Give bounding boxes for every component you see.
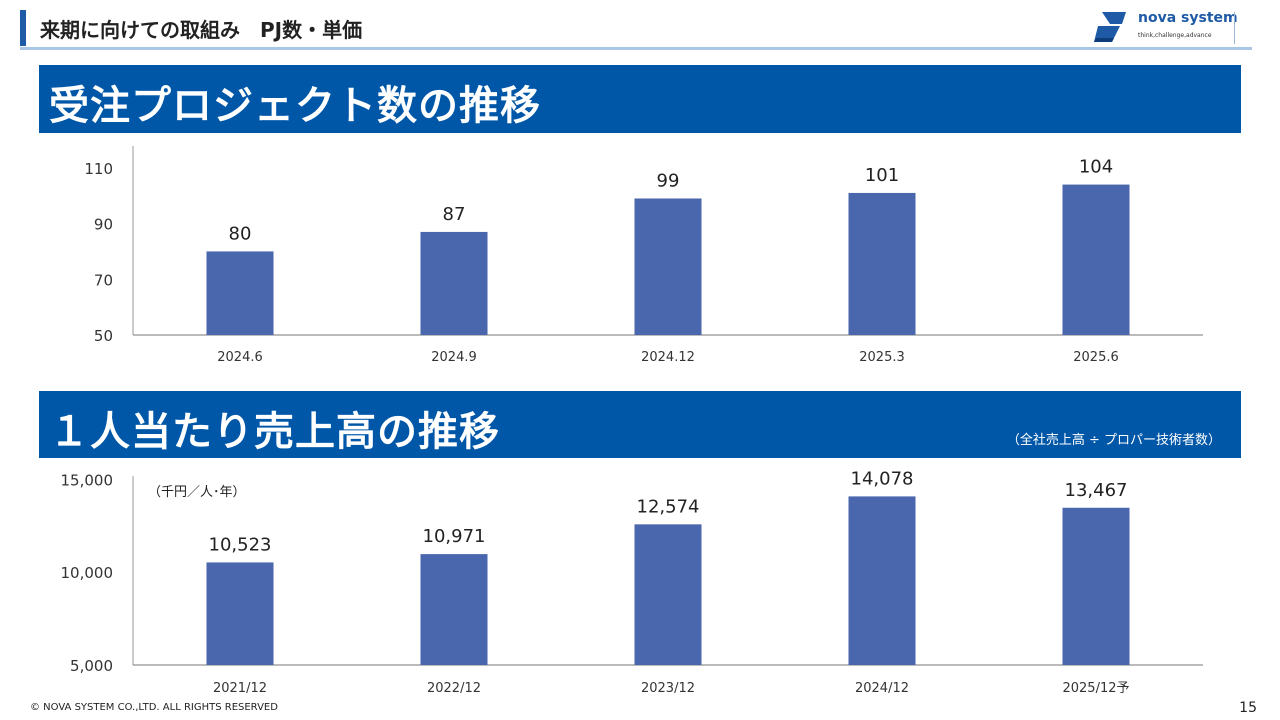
y-tick-label: 50 <box>94 327 113 345</box>
section-title-sales-per-person: １人当たり売上高の推移 <box>49 409 500 455</box>
header-divider <box>20 47 1252 50</box>
category-label: 2021/12 <box>213 681 267 696</box>
unit-label: （千円／人･年） <box>148 485 246 500</box>
page-title: 来期に向けての取組み PJ数・単価 <box>40 18 363 42</box>
y-tick-label: 10,000 <box>61 564 114 582</box>
data-label: 87 <box>443 204 466 225</box>
data-label: 12,574 <box>637 496 700 517</box>
bar <box>848 192 916 335</box>
company-logo: nova system think,challenge,advance <box>1092 8 1252 48</box>
category-label: 2025/12予 <box>1062 681 1129 696</box>
data-label: 10,523 <box>209 534 272 555</box>
y-tick-label: 15,000 <box>61 471 114 489</box>
y-tick-label: 70 <box>94 271 113 289</box>
bar <box>1062 507 1130 665</box>
section-banner-sales-per-person: １人当たり売上高の推移 （全社売上高 ÷ プロパー技術者数） <box>39 391 1241 458</box>
logo-mark-icon <box>1094 12 1126 42</box>
page-number: 15 <box>1239 700 1257 716</box>
logo-divider <box>1234 12 1235 44</box>
data-label: 14,078 <box>851 470 914 489</box>
category-label: 2022/12 <box>427 681 481 696</box>
y-tick-label: 90 <box>94 216 113 234</box>
section-title-project-count: 受注プロジェクト数の推移 <box>49 83 541 129</box>
bar <box>848 496 916 665</box>
category-label: 2024/12 <box>855 681 909 696</box>
bar <box>634 198 702 335</box>
bar <box>420 554 488 665</box>
logo-tagline: think,challenge,advance <box>1138 32 1212 39</box>
category-label: 2024.6 <box>217 350 263 365</box>
project-count-chart: 50 70 90 110 80 2024.6 87 2024.9 99 2024.12 101 202… <box>84 146 1203 365</box>
y-tick-label: 5,000 <box>70 657 113 675</box>
data-label: 101 <box>865 165 899 186</box>
category-label: 2024.12 <box>641 350 695 365</box>
data-label: 13,467 <box>1065 480 1128 501</box>
y-tick-label: 110 <box>84 160 113 178</box>
data-label: 80 <box>229 223 252 244</box>
data-label: 10,971 <box>423 526 486 547</box>
logo-name: nova system <box>1138 10 1238 26</box>
category-label: 2024.9 <box>431 350 477 365</box>
bar <box>634 524 702 665</box>
header-accent-bar <box>20 10 26 46</box>
category-label: 2025.3 <box>859 350 905 365</box>
sales-per-person-chart: 5,000 10,000 15,000 （千円／人･年） 10,523 2021/12 10… <box>61 470 1203 696</box>
bar <box>1062 184 1130 335</box>
category-label: 2025.6 <box>1073 350 1119 365</box>
section-note-formula: （全社売上高 ÷ プロパー技術者数） <box>1006 433 1221 448</box>
data-label: 99 <box>657 171 680 192</box>
copyright-text: © NOVA SYSTEM CO.,LTD. ALL RIGHTS RESERV… <box>30 702 278 713</box>
section-banner-project-count: 受注プロジェクト数の推移 <box>39 65 1241 133</box>
bar <box>206 562 274 665</box>
bar <box>420 231 488 335</box>
bar <box>206 251 274 335</box>
category-label: 2023/12 <box>641 681 695 696</box>
data-label: 104 <box>1079 157 1113 178</box>
